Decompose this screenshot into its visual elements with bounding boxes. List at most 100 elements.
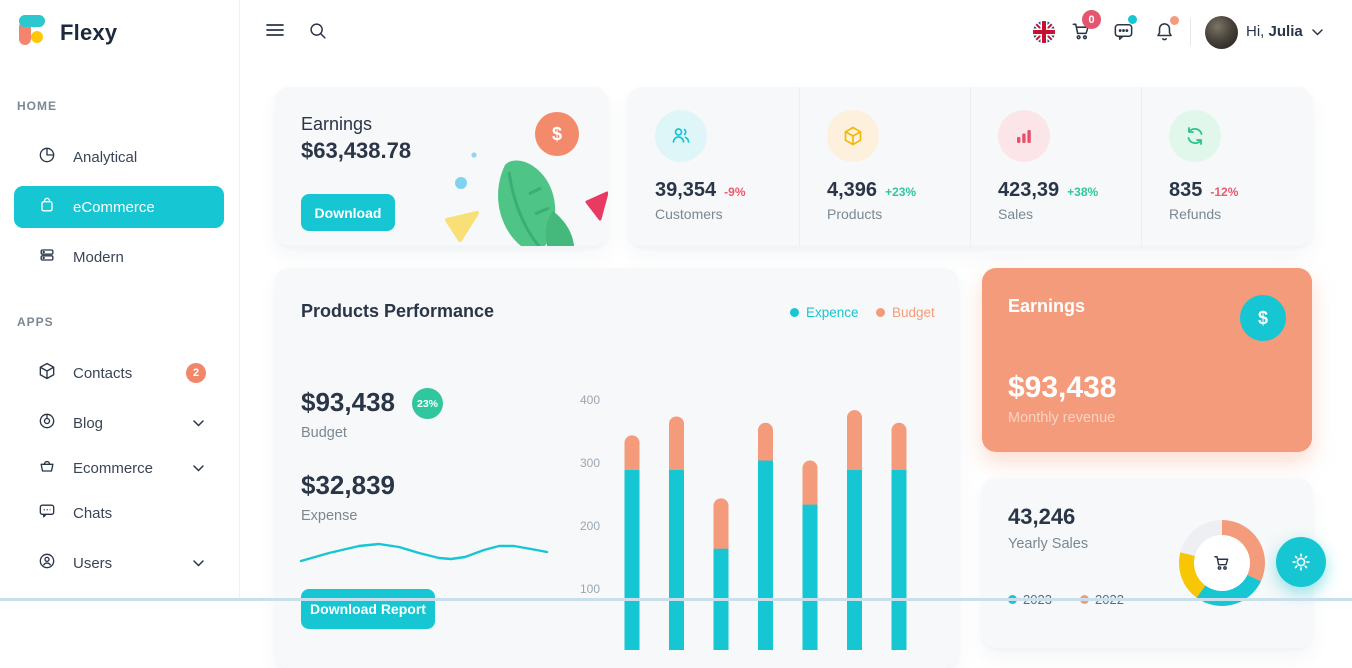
- blog-icon: [37, 411, 57, 436]
- basket-icon: [37, 456, 57, 481]
- stat-delta: -12%: [1210, 185, 1239, 199]
- sidebar-item-contacts[interactable]: Contacts 2: [14, 352, 224, 394]
- cube-icon: [37, 361, 57, 386]
- stat-customers: 39,354 -9% Customers: [628, 87, 799, 246]
- sidebar-item-label: Chats: [73, 504, 113, 522]
- yearly-sales-value: 43,246: [1008, 504, 1076, 529]
- expense-label: Expense: [301, 508, 358, 524]
- sidebar-item-ecommerce[interactable]: eCommerce: [14, 186, 224, 228]
- chevron-down-icon: [193, 459, 204, 477]
- greeting-prefix: Hi,: [1246, 23, 1265, 40]
- search-icon[interactable]: [307, 20, 331, 44]
- stat-label: Sales: [998, 206, 1034, 222]
- download-button[interactable]: Download: [301, 194, 395, 231]
- stat-delta: -9%: [724, 185, 746, 199]
- earnings-highlight-amount: $93,438: [1008, 371, 1117, 404]
- brand-name: Flexy: [60, 19, 118, 45]
- budget-amount: $93,438: [301, 387, 395, 417]
- sidebar-item-label: Contacts: [73, 364, 133, 382]
- stat-value: 4,396: [827, 179, 878, 201]
- shopping-bag-icon: [37, 195, 57, 220]
- username: Julia: [1268, 23, 1303, 40]
- stat-refunds: 835 -12% Refunds: [1141, 87, 1312, 246]
- nav-group-home: HOME: [17, 99, 57, 113]
- sidebar-item-analytical[interactable]: Analytical: [14, 136, 224, 178]
- user-circle-icon: [37, 551, 57, 576]
- download-report-button[interactable]: Download Report: [301, 589, 435, 629]
- stat-delta: +38%: [1067, 185, 1099, 199]
- cart-icon[interactable]: 0: [1070, 10, 1101, 44]
- sidebar-item-label: Ecommerce: [73, 459, 154, 477]
- stat-sales: 423,39 +38% Sales: [970, 87, 1141, 246]
- sidebar-item-ecommerce-app[interactable]: Ecommerce: [14, 447, 224, 489]
- sidebar-item-label: eCommerce: [73, 198, 155, 216]
- nav-group-apps: APPS: [17, 315, 54, 329]
- legend-budget-label: Budget: [892, 305, 935, 320]
- earnings-card-title: Earnings: [301, 114, 373, 134]
- messages-notification-dot: [1128, 15, 1137, 24]
- language-flag-icon[interactable]: [1033, 21, 1057, 45]
- legend-expense-label: Expence: [806, 305, 859, 320]
- bar-chart-icon: [998, 110, 1050, 162]
- yearly-sales-label: Yearly Sales: [1008, 536, 1089, 552]
- brand-logo[interactable]: Flexy: [18, 14, 117, 51]
- hamburger-menu-icon[interactable]: [265, 20, 289, 44]
- leaf-illustration: [445, 152, 608, 246]
- gear-icon: [1292, 553, 1310, 571]
- earnings-highlight-subtitle: Monthly revenue: [1008, 410, 1116, 426]
- contacts-count-badge: 2: [186, 363, 206, 383]
- stacked-bar-chart: [624, 410, 907, 650]
- pie-chart-icon: [37, 145, 57, 170]
- user-greeting[interactable]: Hi, Julia: [1246, 23, 1323, 40]
- y-axis-tick: 300: [579, 456, 600, 470]
- stat-products: 4,396 +23% Products: [799, 87, 970, 246]
- chevron-down-icon: [193, 414, 204, 432]
- y-axis-tick: 100: [579, 582, 600, 596]
- flexy-logo-icon: [18, 14, 48, 51]
- products-performance-card: Products Performance Expence Budget $93,…: [275, 268, 958, 668]
- horizontal-scrollbar[interactable]: [0, 598, 1352, 601]
- legend-dot-expense: [790, 308, 799, 317]
- cart-count-badge: 0: [1082, 10, 1101, 29]
- sidebar-item-label: Analytical: [73, 148, 138, 166]
- stat-value: 39,354: [655, 179, 717, 201]
- chevron-down-icon: [193, 554, 204, 572]
- expense-sparkline-chart: [299, 542, 549, 563]
- legend-dot-budget: [876, 308, 885, 317]
- earnings-highlight-card: Earnings $ $93,438 Monthly revenue: [982, 268, 1312, 452]
- sidebar-item-blog[interactable]: Blog: [14, 402, 224, 444]
- yearly-sales-card: 43,246 Yearly Sales 2023 2022: [982, 478, 1312, 648]
- sidebar-item-modern[interactable]: Modern: [14, 236, 224, 278]
- stat-value: 423,39: [998, 179, 1060, 201]
- earnings-highlight-title: Earnings: [1008, 296, 1086, 316]
- legend-expense[interactable]: Expence: [790, 305, 859, 320]
- bell-notification-dot: [1170, 16, 1179, 25]
- earnings-amount: $63,438.78: [301, 138, 412, 163]
- avatar[interactable]: [1205, 16, 1238, 49]
- topbar: 0 Hi, Julia: [240, 0, 1352, 64]
- stat-label: Products: [827, 206, 883, 222]
- stat-delta: +23%: [885, 185, 917, 199]
- stat-label: Refunds: [1169, 206, 1222, 222]
- sidebar-item-label: Blog: [73, 414, 104, 432]
- sidebar-item-users[interactable]: Users: [14, 542, 224, 584]
- topbar-divider: [1190, 18, 1191, 46]
- users-icon: [655, 110, 707, 162]
- legend-budget[interactable]: Budget: [876, 305, 935, 320]
- sidebar-item-label: Modern: [73, 248, 124, 266]
- sidebar-item-chats[interactable]: Chats: [14, 492, 224, 534]
- refresh-icon: [1169, 110, 1221, 162]
- budget-percent-badge: 23%: [412, 388, 443, 419]
- stats-card: 39,354 -9% Customers 4,396 +23% Products…: [628, 87, 1312, 246]
- products-performance-title: Products Performance: [301, 301, 495, 321]
- stat-label: Customers: [655, 206, 723, 222]
- settings-gear-button[interactable]: [1276, 537, 1326, 587]
- y-axis-tick: 400: [579, 393, 600, 407]
- sidebar-item-label: Users: [73, 554, 113, 572]
- earnings-card: Earnings $63,438.78 Download $: [275, 87, 608, 246]
- messages-icon[interactable]: [1112, 15, 1137, 44]
- dollar-icon: $: [1240, 295, 1286, 341]
- bell-icon[interactable]: [1153, 16, 1179, 44]
- expense-amount: $32,839: [301, 470, 395, 500]
- stat-value: 835: [1169, 179, 1203, 201]
